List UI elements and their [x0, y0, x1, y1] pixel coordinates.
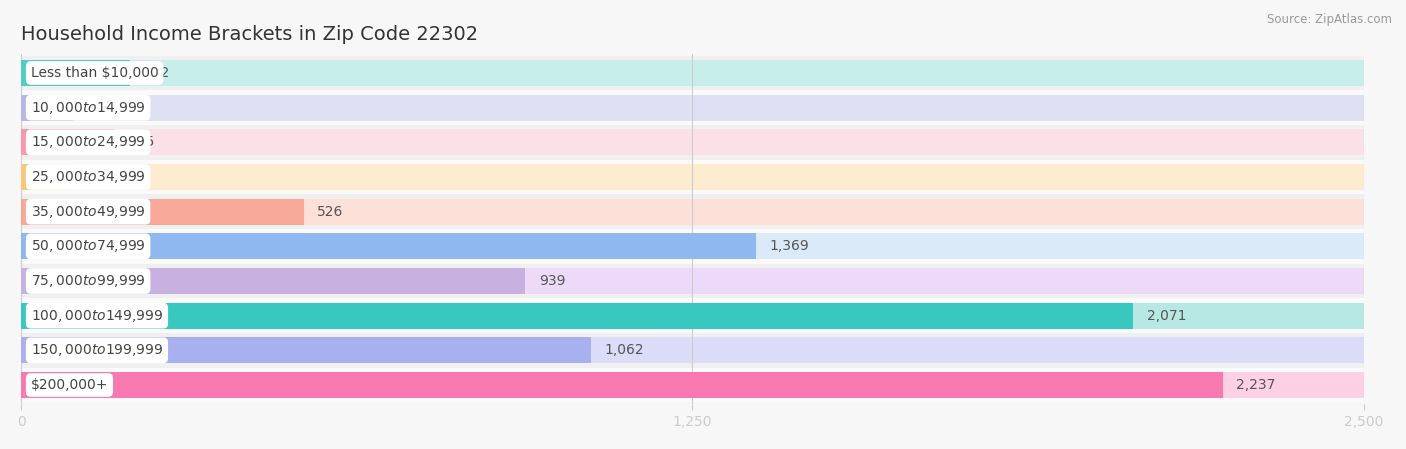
- Bar: [21, 264, 1364, 298]
- Bar: [21, 125, 1364, 160]
- Bar: [21, 233, 756, 260]
- Bar: [21, 333, 1364, 368]
- Bar: [21, 198, 1364, 224]
- Bar: [21, 303, 1133, 329]
- Text: $15,000 to $24,999: $15,000 to $24,999: [31, 134, 146, 150]
- Bar: [21, 164, 1364, 190]
- Text: $25,000 to $34,999: $25,000 to $34,999: [31, 169, 146, 185]
- Text: Less than $10,000: Less than $10,000: [31, 66, 159, 80]
- Text: 97: 97: [87, 170, 104, 184]
- Text: $100,000 to $149,999: $100,000 to $149,999: [31, 308, 163, 324]
- Text: 97: 97: [87, 101, 104, 114]
- Bar: [21, 298, 1364, 333]
- Bar: [21, 95, 73, 121]
- Text: 202: 202: [143, 66, 169, 80]
- Bar: [21, 60, 1364, 86]
- Bar: [21, 129, 115, 155]
- Bar: [21, 368, 1364, 402]
- Bar: [21, 372, 1364, 398]
- Bar: [21, 95, 1364, 121]
- Text: $50,000 to $74,999: $50,000 to $74,999: [31, 238, 146, 254]
- Bar: [21, 233, 1364, 260]
- Bar: [21, 56, 1364, 90]
- Text: 2,071: 2,071: [1147, 308, 1187, 323]
- Text: 1,369: 1,369: [770, 239, 810, 253]
- Text: $150,000 to $199,999: $150,000 to $199,999: [31, 342, 163, 358]
- Bar: [21, 303, 1364, 329]
- Text: Household Income Brackets in Zip Code 22302: Household Income Brackets in Zip Code 22…: [21, 25, 478, 44]
- Text: 175: 175: [128, 135, 155, 150]
- Text: Source: ZipAtlas.com: Source: ZipAtlas.com: [1267, 13, 1392, 26]
- Bar: [21, 164, 73, 190]
- Text: $75,000 to $99,999: $75,000 to $99,999: [31, 273, 146, 289]
- Bar: [21, 129, 1364, 155]
- Text: 1,062: 1,062: [605, 343, 644, 357]
- Bar: [21, 229, 1364, 264]
- Bar: [21, 268, 1364, 294]
- Text: $10,000 to $14,999: $10,000 to $14,999: [31, 100, 146, 116]
- Bar: [21, 337, 592, 363]
- Text: $200,000+: $200,000+: [31, 378, 108, 392]
- Bar: [21, 60, 129, 86]
- Bar: [21, 372, 1223, 398]
- Text: $35,000 to $49,999: $35,000 to $49,999: [31, 204, 146, 220]
- Bar: [21, 337, 1364, 363]
- Text: 526: 526: [316, 205, 343, 219]
- Bar: [21, 90, 1364, 125]
- Text: 939: 939: [538, 274, 565, 288]
- Bar: [21, 268, 526, 294]
- Bar: [21, 198, 304, 224]
- Bar: [21, 160, 1364, 194]
- Bar: [21, 194, 1364, 229]
- Text: 2,237: 2,237: [1236, 378, 1275, 392]
